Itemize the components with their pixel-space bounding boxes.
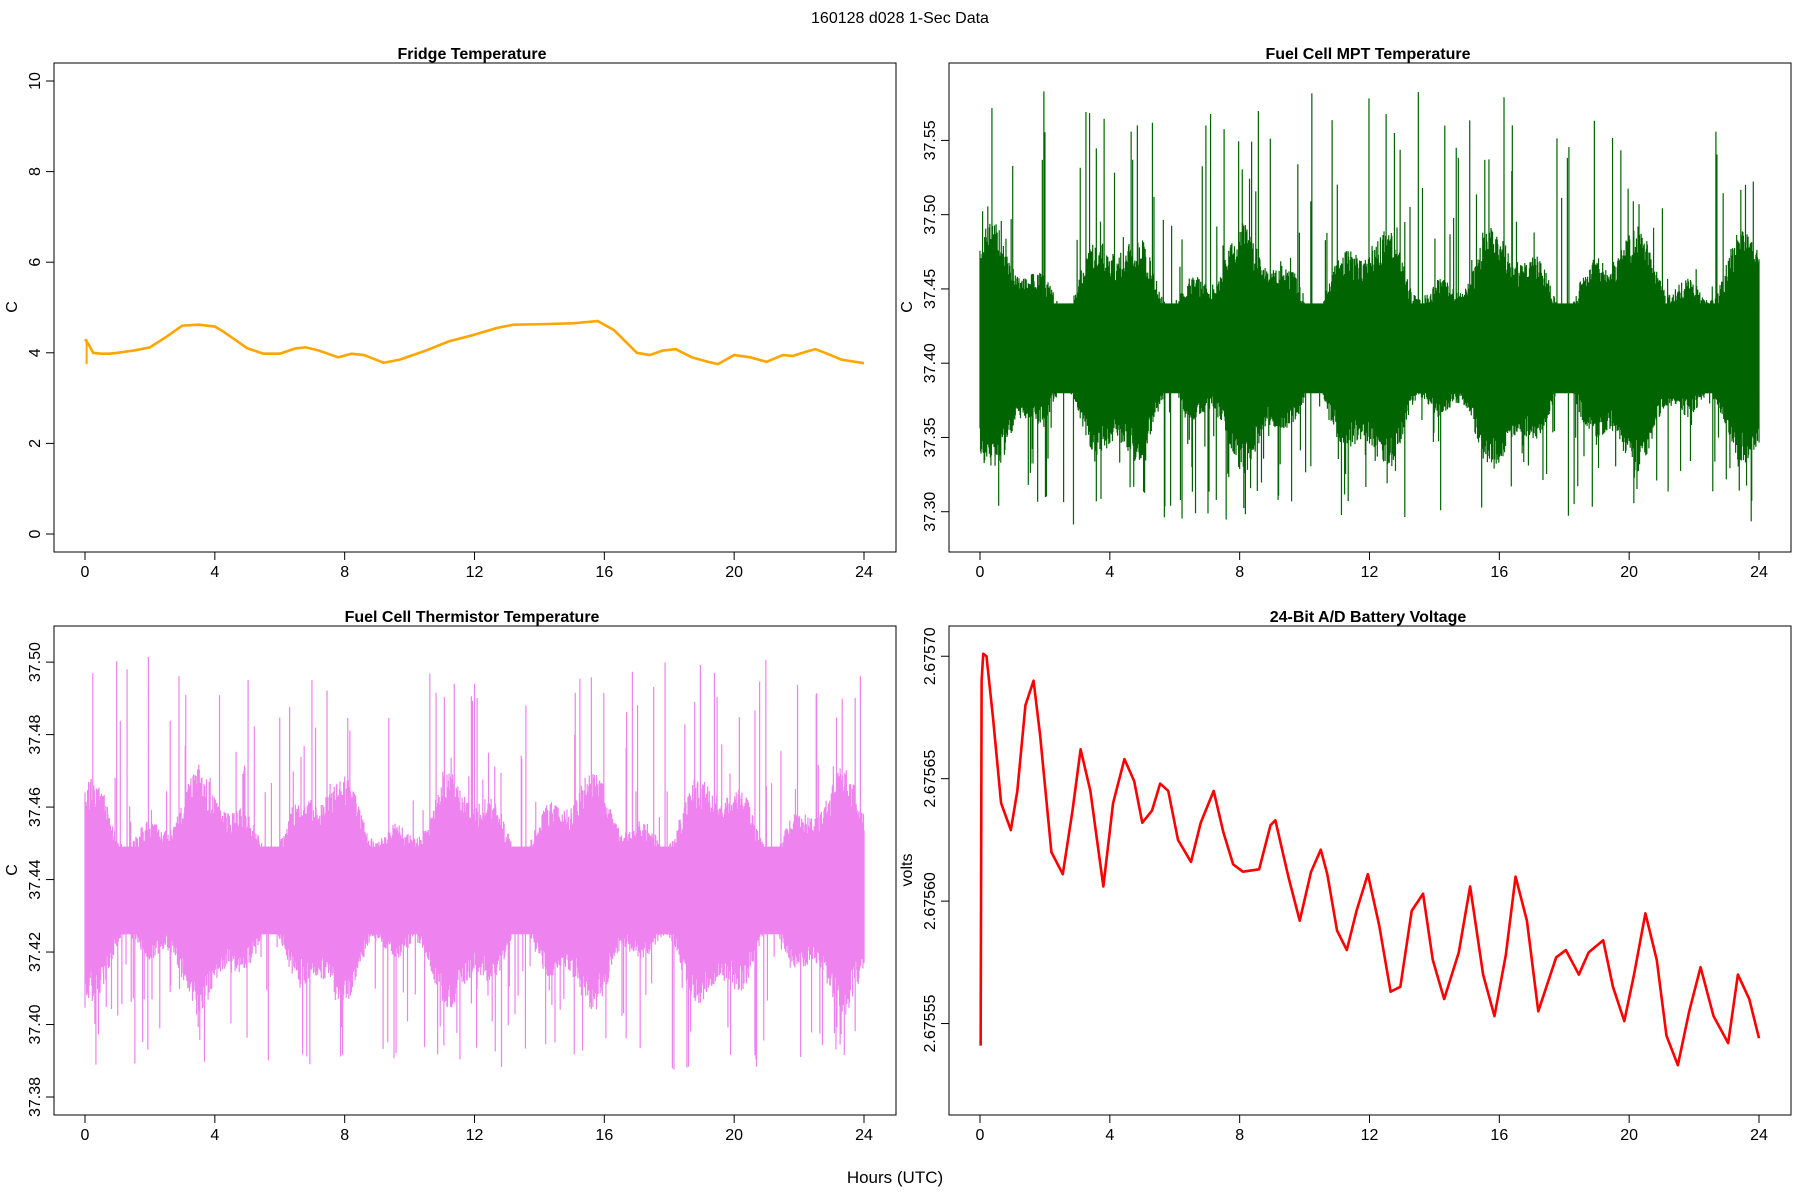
x-tick-label: 24: [1750, 564, 1768, 581]
x-tick-label: 12: [1361, 564, 1379, 581]
y-tick-label: 2.67565: [922, 750, 939, 808]
y-tick-label: 37.46: [27, 787, 44, 827]
data-series-line: [83, 319, 865, 366]
x-tick-label: 24: [855, 564, 873, 581]
chart-title: Fuel Cell MPT Temperature: [1265, 46, 1470, 63]
y-tick-label: 2: [27, 439, 44, 448]
x-tick-label: 16: [1490, 1127, 1508, 1144]
x-tick-label: 24: [1750, 1127, 1768, 1144]
x-tick-label: 0: [81, 1127, 90, 1144]
x-tick-label: 24: [855, 1127, 873, 1144]
x-tick-label: 12: [466, 564, 484, 581]
y-tick-label: 37.45: [922, 269, 939, 309]
fuel-cell-mpt-temperature-panel: Fuel Cell MPT Temperature C 0 4 8 12 16 20 24 3…: [899, 46, 1792, 581]
y-tick-label: 37.50: [27, 642, 44, 682]
y-tick-label: 37.30: [922, 492, 939, 532]
x-tick-label: 8: [1235, 564, 1244, 581]
y-tick-label: 37.48: [27, 714, 44, 754]
data-band-core: [85, 846, 864, 935]
x-tick-label: 0: [81, 564, 90, 581]
y-axis-label: C: [899, 301, 916, 313]
y-tick-label: 8: [27, 167, 44, 176]
x-tick-label: 4: [1105, 1127, 1114, 1144]
figure-x-label: Hours (UTC): [847, 1168, 943, 1187]
x-tick-label: 16: [595, 1127, 613, 1144]
x-tick-label: 12: [1361, 1127, 1379, 1144]
x-tick-label: 4: [1105, 564, 1114, 581]
x-tick-label: 8: [340, 564, 349, 581]
x-tick-label: 20: [725, 1127, 743, 1144]
x-tick-label: 4: [210, 1127, 219, 1144]
x-tick-label: 12: [466, 1127, 484, 1144]
y-tick-label: 2.67555: [922, 995, 939, 1053]
y-tick-label: 2.67560: [922, 872, 939, 930]
x-tick-label: 20: [1620, 1127, 1638, 1144]
y-tick-label: 37.42: [27, 932, 44, 972]
y-tick-label: 37.38: [27, 1077, 44, 1117]
x-tick-label: 16: [595, 564, 613, 581]
y-tick-label: 37.35: [922, 417, 939, 457]
y-tick-label: 37.40: [27, 1004, 44, 1044]
y-tick-label: 37.50: [922, 195, 939, 235]
x-tick-label: 16: [1490, 564, 1508, 581]
y-tick-label: 37.55: [922, 120, 939, 160]
y-tick-label: 4: [27, 348, 44, 357]
x-tick-label: 0: [976, 1127, 985, 1144]
x-tick-label: 8: [1235, 1127, 1244, 1144]
x-tick-label: 0: [976, 564, 985, 581]
plot-frame: [53, 62, 897, 553]
y-tick-label: 37.40: [922, 343, 939, 383]
x-tick-label: 20: [1620, 564, 1638, 581]
y-tick-label: 6: [27, 258, 44, 267]
y-axis-label: C: [4, 864, 21, 876]
x-tick-label: 20: [725, 564, 743, 581]
y-axis-label: volts: [899, 854, 916, 887]
chart-title: Fridge Temperature: [397, 46, 546, 63]
figure-header: 160128 d028 1-Sec Data: [811, 10, 989, 27]
y-tick-label: 0: [27, 529, 44, 538]
x-tick-label: 8: [340, 1127, 349, 1144]
x-tick-label: 4: [210, 564, 219, 581]
y-tick-label: 2.67570: [922, 627, 939, 685]
data-series-line: [979, 652, 1761, 1067]
plot-frame: [948, 625, 1792, 1116]
chart-title: Fuel Cell Thermistor Temperature: [345, 609, 600, 626]
battery-voltage-panel: 24-Bit A/D Battery Voltage volts 0 4 8 12 16…: [899, 609, 1792, 1144]
data-band-core: [980, 303, 1759, 394]
fuel-cell-thermistor-temperature-panel: Fuel Cell Thermistor Temperature C 0 4 8 12…: [4, 609, 897, 1144]
y-tick-label: 10: [27, 72, 44, 90]
y-tick-label: 37.44: [27, 859, 44, 899]
chart-title: 24-Bit A/D Battery Voltage: [1270, 609, 1467, 626]
y-axis-label: C: [4, 301, 21, 313]
